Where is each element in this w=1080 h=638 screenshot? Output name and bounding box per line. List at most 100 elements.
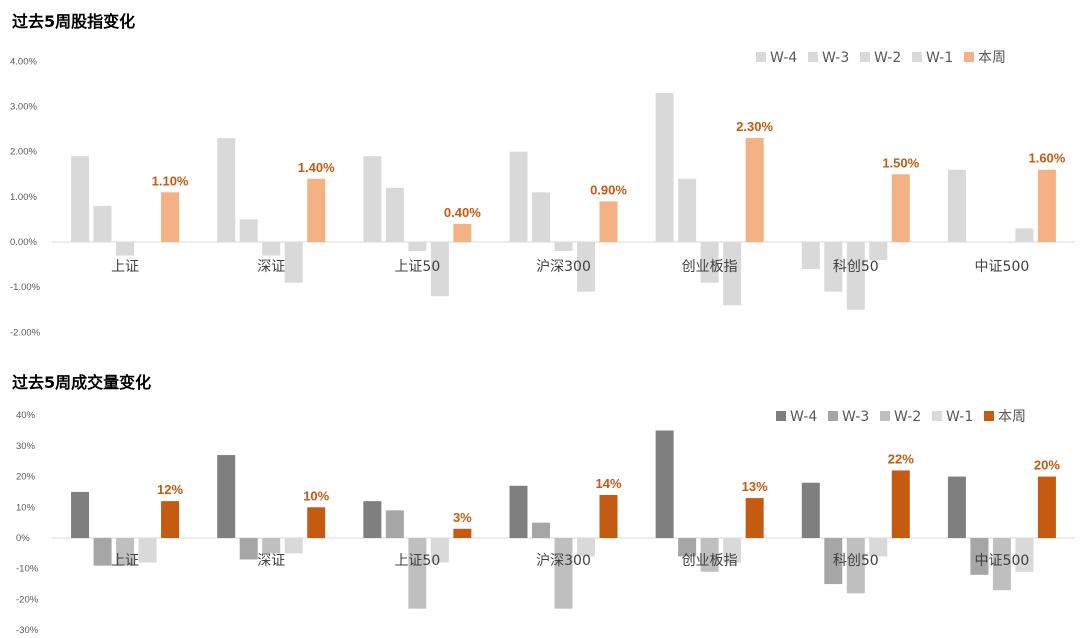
bar-W-3	[93, 205, 112, 242]
bar-W-2	[554, 538, 573, 609]
bar-W-4	[509, 151, 528, 242]
legend-label: W-4	[770, 50, 797, 66]
legend-label: W-3	[842, 409, 869, 425]
bar-W-4	[655, 430, 674, 538]
legend-label: W-2	[894, 409, 921, 425]
bar-W-3	[970, 538, 989, 575]
bar-W-4	[801, 482, 820, 538]
bar-W-2	[262, 538, 281, 554]
data-label: 14%	[595, 476, 621, 491]
data-label: 0.40%	[444, 205, 481, 220]
bar-W-2	[408, 538, 427, 609]
y-tick-label: 30%	[16, 441, 36, 452]
bar-W-1	[430, 538, 449, 563]
bar-W-1	[284, 242, 303, 283]
bar-本周	[307, 178, 326, 242]
bar-W-3	[239, 538, 258, 560]
volume-change-chart: 40% 30% 20% 10% 0% -10% -20% -30% 12% 上证 10% 深证 3% 上证…	[16, 409, 1075, 636]
bar-W-2	[408, 242, 427, 252]
bar-W-3	[532, 192, 550, 242]
y-tick-label: 40%	[16, 410, 36, 421]
y-tick-label: 4.00%	[10, 56, 37, 67]
legend-swatch	[912, 52, 922, 62]
y-tick-label: 20%	[16, 472, 36, 483]
bar-W-4	[217, 455, 236, 538]
category-label: 中证500	[975, 259, 1030, 275]
data-label: 2.30%	[736, 119, 773, 134]
bar-W-1	[577, 242, 595, 292]
y-tick-label: 1.00%	[10, 192, 37, 203]
bar-W-1	[430, 242, 449, 297]
bar-本周	[599, 201, 618, 242]
y-tick-label: 0%	[16, 533, 30, 544]
bar-W-4	[71, 491, 90, 538]
bar-W-4	[509, 485, 528, 538]
category-label: 创业板指	[682, 553, 738, 569]
category-label: 上证50	[394, 259, 440, 275]
bar-W-4	[363, 501, 382, 538]
category-label: 沪深300	[536, 259, 591, 275]
bar-本周	[453, 528, 472, 538]
legend-label: 本周	[998, 409, 1026, 425]
bar-W-2	[116, 242, 135, 256]
category-label: 上证50	[394, 553, 440, 569]
data-label: 1.60%	[1028, 151, 1065, 166]
legend-label: W-4	[790, 409, 817, 425]
legend-label: W-2	[874, 50, 901, 66]
index-change-chart: 4.00% 3.00% 2.00% 1.00% 0.00% -1.00% -2.00% 1.1…	[10, 50, 1075, 338]
legend-swatch	[828, 411, 838, 421]
bar-W-3	[678, 178, 697, 242]
legend-label: W-1	[946, 409, 973, 425]
category-label: 深证	[257, 259, 285, 275]
legend-swatch	[756, 52, 766, 62]
y-tick-label: 0.00%	[10, 237, 37, 248]
category-label: 沪深300	[536, 553, 591, 569]
bar-本周	[745, 138, 764, 242]
chart-title-index-change: 过去5周股指变化	[12, 12, 136, 31]
y-tick-label: -30%	[16, 625, 39, 636]
category-label: 深证	[257, 553, 285, 569]
legend-label: 本周	[978, 50, 1006, 66]
y-tick-label: -1.00%	[10, 282, 41, 293]
bar-W-3	[239, 219, 258, 242]
bar-W-3	[385, 187, 404, 242]
bar-W-4	[801, 242, 820, 270]
bar-本周	[307, 507, 326, 538]
bar-W-1	[284, 538, 303, 554]
bar-本周	[891, 174, 910, 242]
y-tick-label: 2.00%	[10, 147, 37, 158]
bar-W-3	[824, 242, 843, 292]
category-label: 科创50	[833, 259, 879, 275]
bar-W-2	[700, 538, 719, 572]
bar-W-1	[723, 538, 742, 563]
y-tick-label: 3.00%	[10, 102, 37, 113]
bar-本周	[1037, 476, 1056, 538]
bar-W-3	[93, 538, 112, 566]
bar-W-4	[71, 156, 90, 242]
data-label: 0.90%	[590, 182, 627, 197]
legend-swatch	[880, 411, 890, 421]
bar-W-3	[678, 538, 697, 557]
bar-本周	[745, 498, 764, 538]
legend-label: W-1	[926, 50, 953, 66]
data-label: 1.50%	[882, 155, 919, 170]
bar-本周	[161, 501, 180, 538]
legend-swatch	[808, 52, 818, 62]
legend-swatch	[984, 411, 994, 421]
data-label: 1.40%	[298, 160, 335, 175]
data-label: 20%	[1034, 458, 1060, 473]
data-label: 10%	[303, 488, 329, 503]
bar-W-1	[577, 538, 595, 557]
bar-W-4	[655, 92, 674, 242]
category-label: 中证500	[975, 553, 1030, 569]
category-label: 上证	[111, 259, 139, 275]
bar-W-4	[217, 138, 236, 242]
bar-W-2	[554, 242, 573, 252]
data-label: 1.10%	[152, 173, 189, 188]
bar-W-1	[869, 242, 888, 261]
bar-本周	[161, 192, 180, 242]
bar-W-3	[385, 510, 404, 538]
bar-W-2	[846, 538, 865, 594]
chart-title-volume-change: 过去5周成交量变化	[12, 373, 152, 392]
legend-swatch	[860, 52, 870, 62]
